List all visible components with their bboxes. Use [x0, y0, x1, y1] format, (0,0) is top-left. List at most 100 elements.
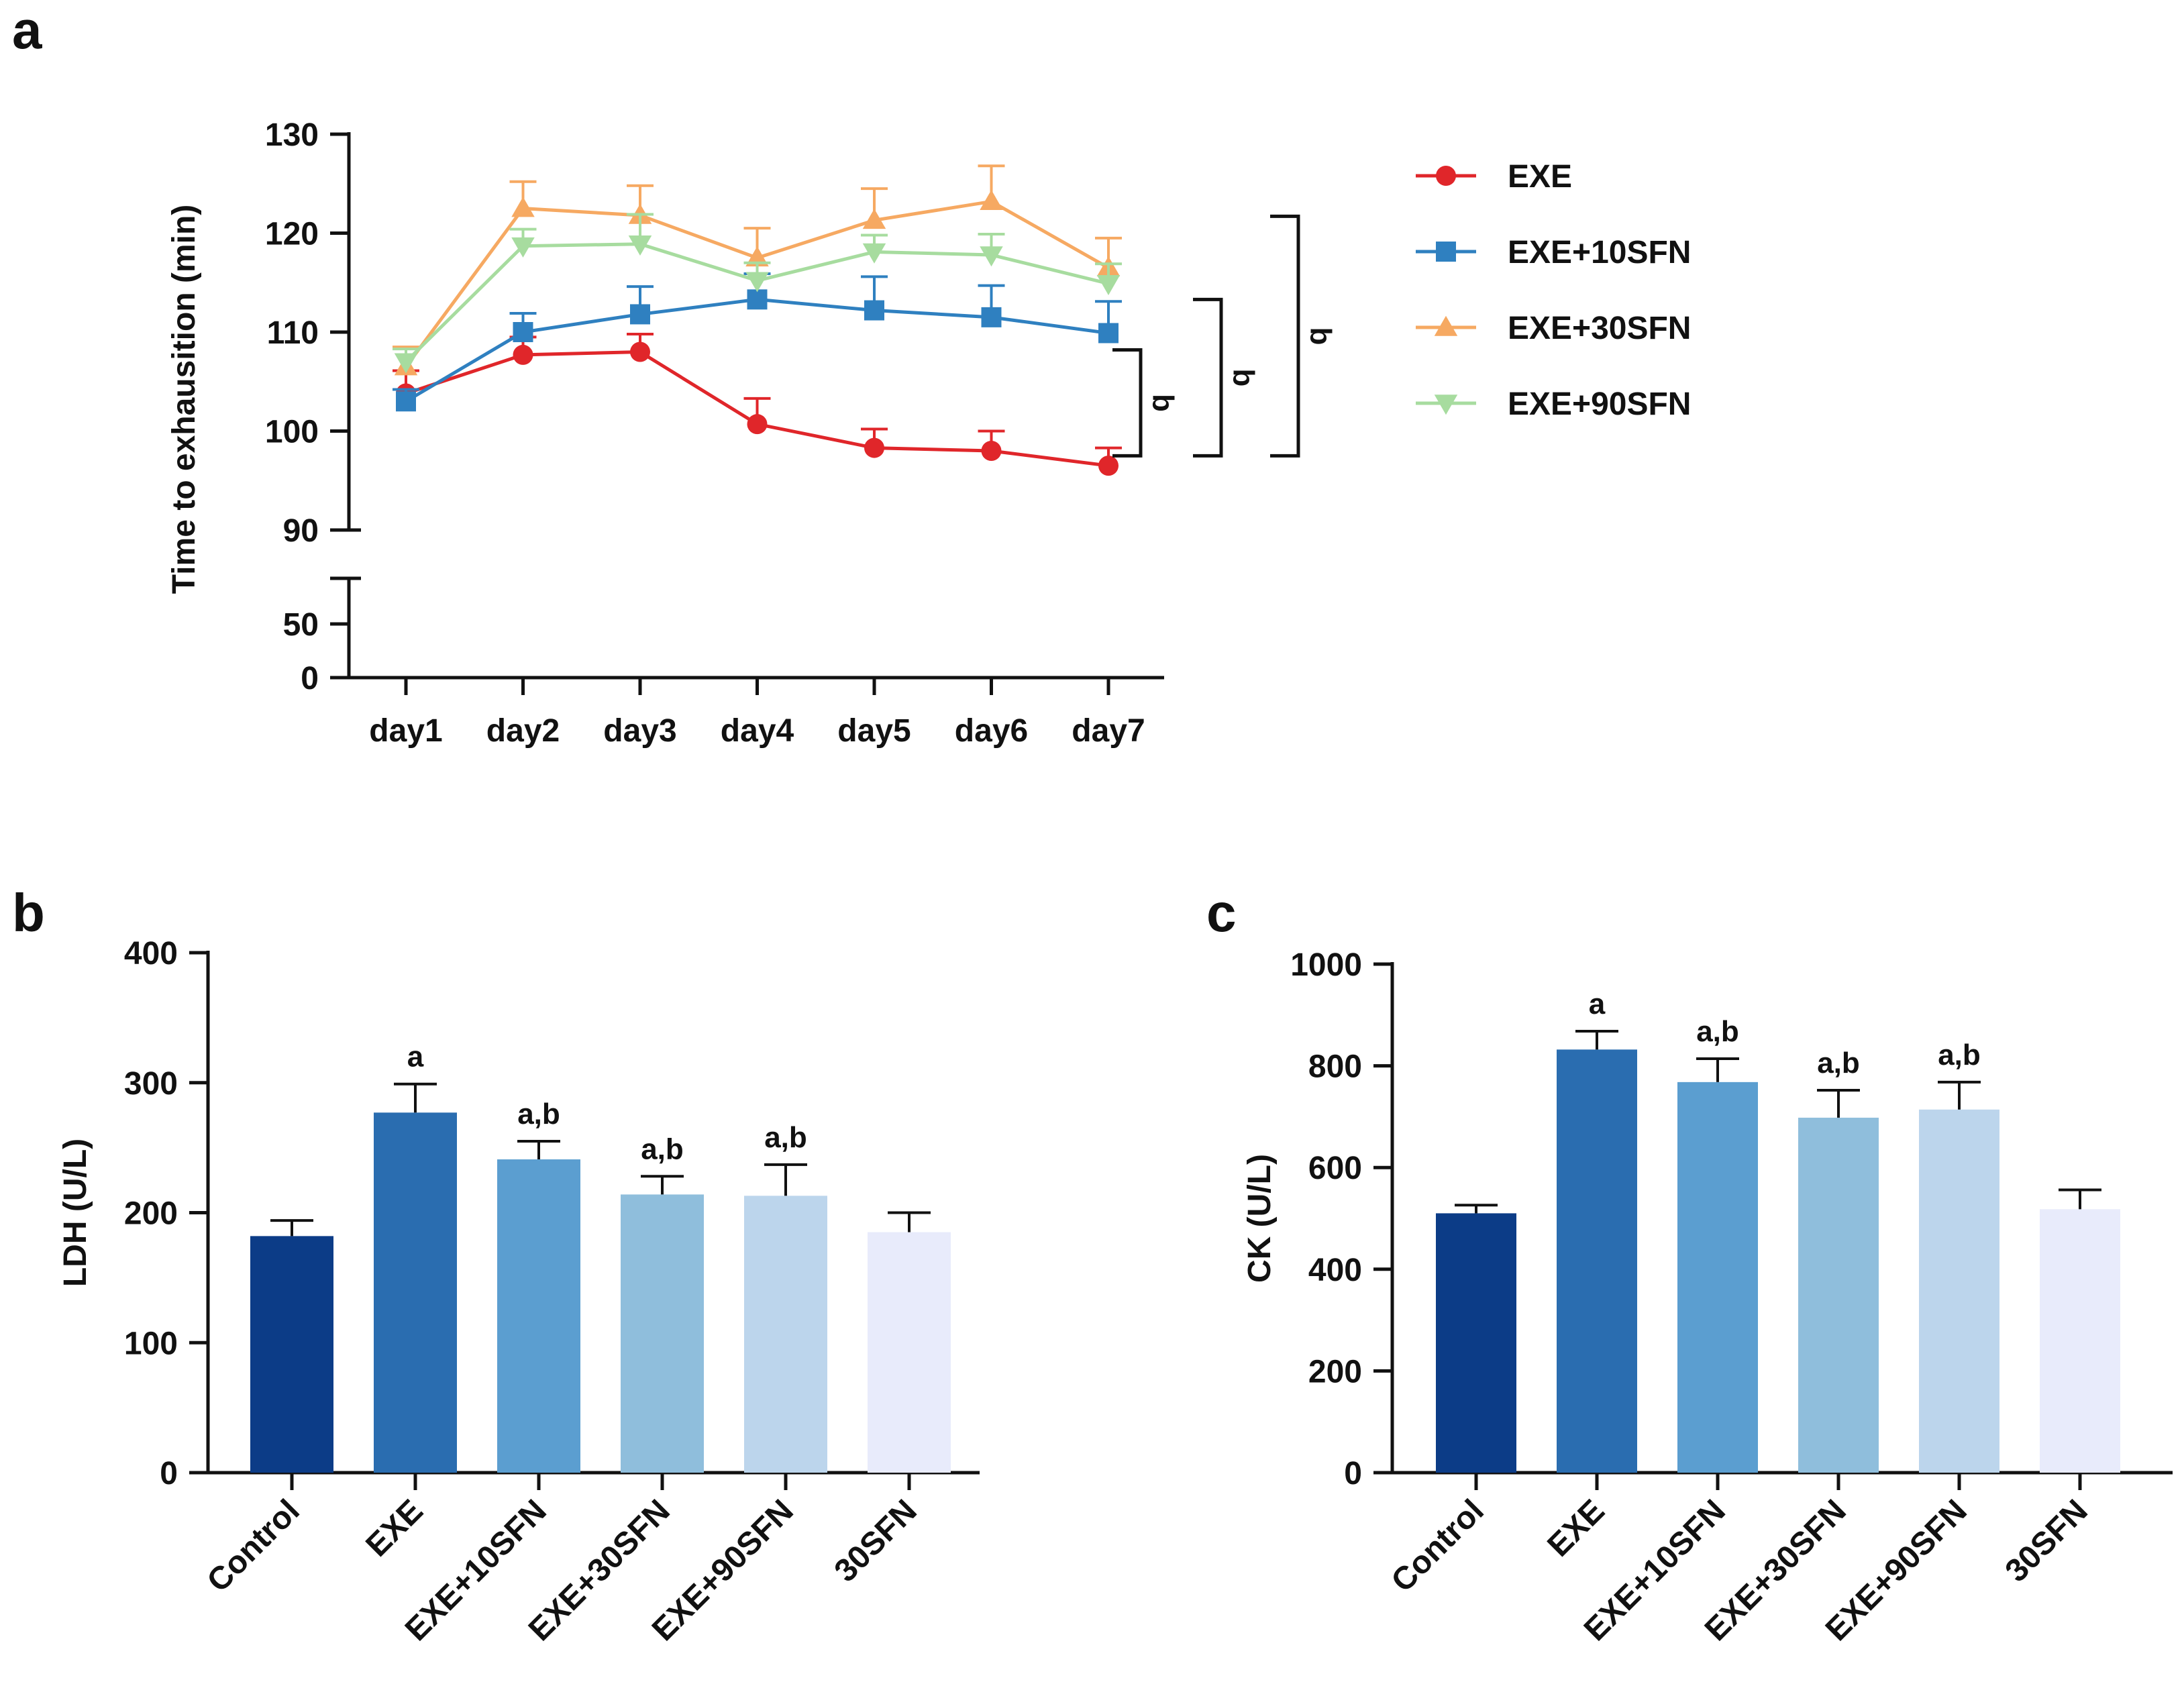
significance-label: a,b — [641, 1133, 684, 1165]
significance-label: q — [1223, 368, 1256, 386]
bar-control — [1436, 1213, 1516, 1473]
x-tick-label: day4 — [721, 713, 794, 749]
data-point — [981, 307, 1002, 327]
panel-a-letter: a — [12, 0, 42, 60]
significance-bracket — [1112, 348, 1143, 458]
data-point — [630, 341, 650, 362]
x-tick-label: day6 — [955, 713, 1028, 749]
data-point — [1096, 274, 1121, 295]
bar-exe-10sfn — [497, 1159, 580, 1473]
significance-bracket — [1193, 297, 1223, 458]
significance-bracket — [1270, 214, 1300, 458]
x-tick-label: Control — [1385, 1493, 1491, 1599]
legend-entry-exe: EXE — [1416, 159, 1572, 195]
legend-entry-exe-30sfn: EXE+30SFN — [1416, 311, 1691, 346]
bar-exe-10sfn — [1677, 1082, 1758, 1473]
data-point — [980, 246, 1003, 267]
x-tick-label: day2 — [486, 713, 560, 749]
significance-label: a,b — [1696, 1015, 1739, 1048]
y-axis-title: LDH (U/L) — [58, 1139, 93, 1287]
y-tick-label: 300 — [124, 1066, 178, 1102]
significance-label: a,b — [1938, 1039, 1981, 1071]
legend-entry-exe-10sfn: EXE+10SFN — [1416, 235, 1691, 270]
significance-label: a,b — [517, 1098, 560, 1130]
x-tick-label: EXE — [1541, 1493, 1611, 1563]
data-point — [1098, 456, 1119, 476]
data-point — [628, 235, 652, 256]
bar-control — [250, 1236, 333, 1473]
legend-label: EXE — [1508, 159, 1572, 195]
y-tick-label: 800 — [1308, 1049, 1362, 1085]
data-point — [745, 246, 769, 267]
y-tick-label: 0 — [301, 661, 319, 696]
bar-30sfn — [2040, 1209, 2120, 1473]
y-tick-label: 200 — [1308, 1354, 1362, 1389]
data-point — [864, 437, 884, 458]
y-tick-label: 400 — [1308, 1253, 1362, 1288]
x-tick-label: day3 — [603, 713, 676, 749]
series-exe — [393, 332, 1122, 476]
y-axis-title: CK (U/L) — [1242, 1154, 1278, 1283]
x-tick-label: day5 — [837, 713, 911, 749]
data-point — [513, 344, 533, 365]
data-point — [862, 243, 886, 264]
legend-label: EXE+90SFN — [1508, 386, 1691, 422]
data-point — [513, 322, 533, 342]
data-point — [747, 414, 768, 435]
x-tick-label: day7 — [1072, 713, 1145, 749]
bar-chart-ldh: 0100200300400ControlaEXEa,bEXE+10SFNa,bE… — [58, 936, 980, 1648]
series-exe-10sfn — [393, 272, 1122, 412]
legend-label: EXE+10SFN — [1508, 235, 1691, 270]
series-line-exe-10sfn — [405, 297, 1109, 403]
y-tick-label: 400 — [124, 936, 178, 971]
legend-marker — [1436, 166, 1456, 186]
bar-30sfn — [868, 1232, 951, 1473]
bar-exe-30sfn — [1798, 1117, 1879, 1473]
data-point — [981, 441, 1002, 461]
data-point — [511, 197, 535, 217]
data-point — [747, 289, 768, 310]
y-tick-label: 130 — [265, 117, 319, 153]
y-tick-label: 1000 — [1290, 947, 1362, 983]
data-point — [980, 190, 1003, 211]
data-point — [396, 391, 416, 412]
data-point — [511, 237, 535, 258]
y-tick-label: 100 — [124, 1326, 178, 1361]
data-point — [745, 272, 769, 293]
bar-exe-90sfn — [1919, 1109, 1999, 1473]
bar-exe-90sfn — [744, 1196, 827, 1473]
bar-chart-ck: 02004006008001000ControlaEXEa,bEXE+10SFN… — [1242, 947, 2173, 1648]
legend-marker — [1434, 315, 1458, 336]
data-point — [630, 304, 650, 325]
x-tick-label: Control — [201, 1493, 307, 1599]
significance-label: q — [1300, 327, 1333, 345]
data-point — [864, 300, 884, 321]
y-tick-label: 100 — [265, 415, 319, 450]
x-tick-label: day1 — [369, 713, 442, 749]
x-tick-label: 30SFN — [828, 1493, 924, 1589]
legend-label: EXE+30SFN — [1508, 311, 1691, 346]
legend-marker — [1434, 394, 1458, 415]
data-point — [1098, 323, 1119, 344]
y-tick-label: 200 — [124, 1196, 178, 1232]
bar-exe — [374, 1112, 457, 1473]
y-tick-label: 0 — [1344, 1456, 1362, 1491]
significance-label: a,b — [1817, 1047, 1860, 1080]
significance-label: a — [1589, 988, 1606, 1020]
series-exe-90sfn — [393, 213, 1122, 374]
y-tick-label: 600 — [1308, 1151, 1362, 1186]
x-tick-label: 30SFN — [1999, 1493, 2095, 1589]
y-tick-label: 120 — [265, 217, 319, 252]
y-tick-label: 0 — [160, 1456, 178, 1491]
panel-b-letter: b — [12, 883, 45, 943]
y-tick-label: 50 — [283, 607, 319, 643]
significance-label: a,b — [764, 1121, 807, 1154]
significance-label: a — [407, 1041, 424, 1073]
significance-label: q — [1143, 394, 1176, 412]
bar-exe — [1557, 1049, 1637, 1473]
line-chart-time-to-exhaustion: 90 100 110 120 130 0 50 day1 day2 day3 day4 day5 day… — [166, 117, 1691, 749]
x-tick-label: EXE — [359, 1493, 429, 1563]
legend-marker — [1436, 242, 1456, 262]
legend-entry-exe-90sfn: EXE+90SFN — [1416, 386, 1691, 422]
